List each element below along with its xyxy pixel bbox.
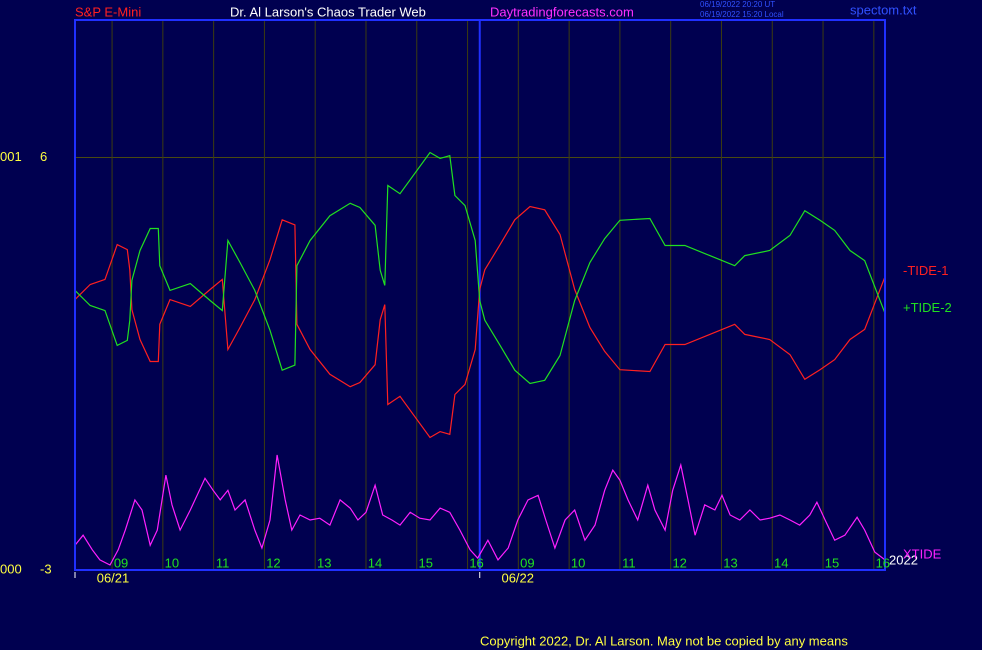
x-tick-label: 16: [876, 555, 890, 570]
timestamp: 06/19/2022 15:20 Local: [700, 10, 784, 19]
x-tick-label: 09: [520, 555, 534, 570]
x-tick-label: 15: [419, 555, 433, 570]
series-line: [74, 151, 886, 385]
x-tick-label: 12: [672, 555, 686, 570]
x-tick-label: 09: [114, 555, 128, 570]
copyright: Copyright 2022, Dr. Al Larson. May not b…: [480, 633, 848, 648]
year-label: 2022: [889, 552, 918, 567]
x-tick-label: 12: [266, 555, 280, 570]
grid: [75, 20, 885, 570]
plot-border: [74, 19, 886, 571]
y-tick-prefix: 000: [0, 561, 22, 576]
x-tick-label: 14: [774, 555, 788, 570]
date-label: 06/22: [501, 570, 534, 585]
y-tick-prefix: 001: [0, 149, 22, 164]
legend-label: +TIDE-2: [903, 300, 952, 315]
x-tick-label: 16: [469, 555, 483, 570]
series-line: [74, 205, 886, 439]
x-tick-label: 14: [368, 555, 382, 570]
timestamp: 06/19/2022 20:20 UT: [700, 0, 775, 9]
site-label: Daytradingforecasts.com: [490, 4, 634, 19]
x-tick-label: 10: [165, 555, 179, 570]
y-tick-label: -3: [40, 561, 52, 576]
y-tick-label: 6: [40, 149, 47, 164]
symbol-label: S&P E-Mini: [75, 4, 141, 19]
labels: -3 000 6 001 09 10 11 12 13 14 15 16 09 10 11 12 13 14 15 1…: [0, 149, 952, 586]
x-tick-label: 10: [571, 555, 585, 570]
x-tick-label: 13: [723, 555, 737, 570]
plot: [74, 151, 886, 566]
date-label: 06/21: [97, 570, 130, 585]
x-tick-label: 13: [317, 555, 331, 570]
legend-label: XTIDE: [903, 546, 942, 561]
x-tick-label: 15: [825, 555, 839, 570]
series-line: [74, 454, 886, 566]
file-label: spectom.txt: [850, 2, 917, 17]
x-tick-label: 11: [622, 555, 636, 570]
chart-title: Dr. Al Larson's Chaos Trader Web: [230, 4, 426, 19]
legend-label: -TIDE-1: [903, 263, 949, 278]
x-tick-label: 11: [216, 555, 230, 570]
